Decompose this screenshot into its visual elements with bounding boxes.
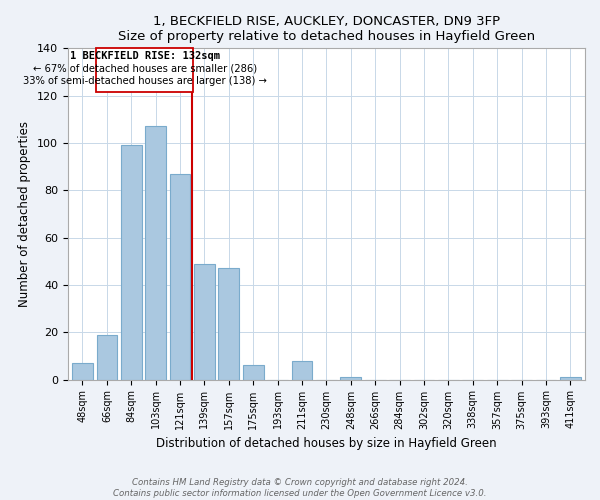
Text: Contains HM Land Registry data © Crown copyright and database right 2024.
Contai: Contains HM Land Registry data © Crown c… [113, 478, 487, 498]
Bar [121, 146, 142, 380]
Bar [292, 360, 313, 380]
Bar [560, 377, 581, 380]
Bar [97, 334, 117, 380]
Title: 1, BECKFIELD RISE, AUCKLEY, DONCASTER, DN9 3FP
Size of property relative to deta: 1, BECKFIELD RISE, AUCKLEY, DONCASTER, D… [118, 15, 535, 43]
Text: 33% of semi-detached houses are larger (138) →: 33% of semi-detached houses are larger (… [23, 76, 266, 86]
Bar [218, 268, 239, 380]
Y-axis label: Number of detached properties: Number of detached properties [19, 121, 31, 307]
Bar [340, 377, 361, 380]
Bar [145, 126, 166, 380]
Bar [194, 264, 215, 380]
Text: ← 67% of detached houses are smaller (286): ← 67% of detached houses are smaller (28… [32, 64, 257, 74]
Text: 1 BECKFIELD RISE: 132sqm: 1 BECKFIELD RISE: 132sqm [70, 51, 220, 61]
Bar [72, 363, 93, 380]
X-axis label: Distribution of detached houses by size in Hayfield Green: Distribution of detached houses by size … [156, 437, 497, 450]
Bar [243, 366, 263, 380]
Bar [170, 174, 190, 380]
Bar [96, 48, 193, 92]
